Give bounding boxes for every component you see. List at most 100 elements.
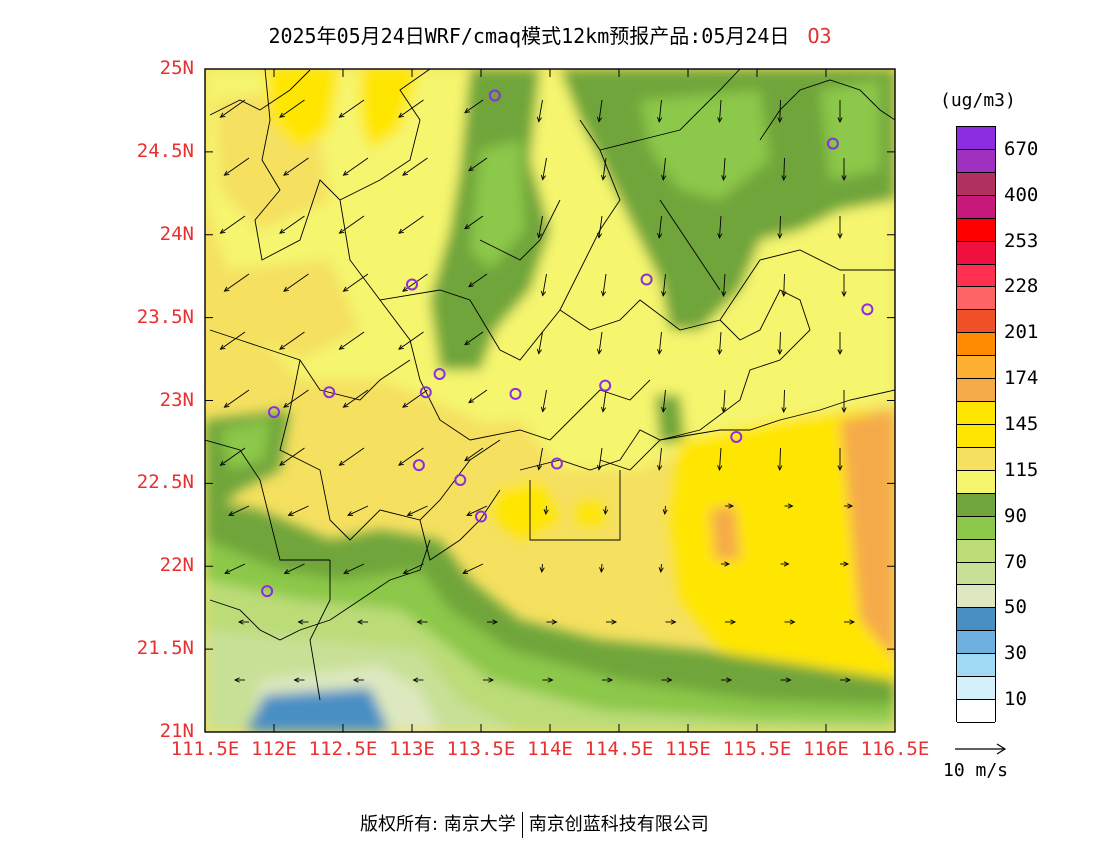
colorbar-label: 10 — [1004, 688, 1027, 711]
station-marker — [261, 585, 274, 598]
wind-arrow — [283, 157, 309, 176]
wind-arrow — [600, 273, 607, 297]
colorbar-segment — [957, 241, 995, 265]
wind-arrow — [725, 503, 735, 509]
lon-tick-label: 116E — [803, 738, 849, 760]
wind-arrow — [657, 331, 663, 355]
station-marker — [433, 367, 446, 380]
station-marker — [323, 386, 336, 399]
o3-concentration-field — [205, 69, 895, 732]
wind-arrow — [398, 99, 424, 118]
colorbar-label: 70 — [1004, 550, 1027, 573]
colorbar-label: 90 — [1004, 504, 1027, 527]
wind-arrow — [661, 389, 667, 413]
wind-arrow — [287, 505, 309, 516]
colorbar-segment — [957, 149, 995, 173]
wind-arrow — [596, 331, 603, 355]
colorbar-label: 670 — [1004, 137, 1039, 160]
wind-arrow — [223, 389, 250, 408]
colorbar-label: 253 — [1004, 229, 1039, 252]
colorbar-label: 400 — [1004, 183, 1039, 206]
wind-arrow — [483, 677, 495, 683]
wind-arrow — [279, 447, 305, 466]
colorbar-segment — [957, 470, 995, 494]
wind-arrow — [717, 99, 723, 123]
colorbar-segment — [957, 218, 995, 242]
wind-arrow — [536, 215, 543, 239]
colorbar-segment — [957, 264, 995, 288]
wind-arrow — [540, 273, 547, 297]
wind-arrow — [781, 157, 787, 182]
station-marker — [826, 137, 839, 150]
lat-tick-label: 23.5N — [136, 305, 194, 328]
wind-arrow — [900, 562, 908, 566]
wind-arrow — [602, 677, 614, 683]
colorbar-label: 145 — [1004, 413, 1039, 435]
lon-tick-label: 112E — [251, 738, 297, 760]
wind-arrow — [837, 332, 843, 356]
wind-arrow — [342, 157, 369, 176]
wind-arrow — [721, 157, 727, 181]
lat-tick-label: 21.5N — [136, 637, 194, 660]
colorbar-unit: (ug/m3) — [940, 90, 1016, 111]
colorbar-segment — [957, 516, 995, 540]
wind-arrow — [466, 505, 488, 516]
wind-arrow — [777, 215, 783, 240]
colorbar-segment — [957, 539, 995, 563]
wind-arrow — [402, 563, 424, 574]
wind-arrow — [402, 273, 428, 292]
wind-arrow — [536, 447, 543, 471]
footer-divider — [521, 812, 523, 838]
wind-arrow — [540, 157, 547, 181]
lon-tick-label: 114.5E — [584, 738, 654, 760]
wind-arrow — [338, 331, 365, 350]
wind-arrow — [540, 389, 547, 413]
colorbar-segment — [957, 654, 995, 678]
wind-arrow — [233, 677, 245, 683]
wind-arrow — [661, 677, 673, 683]
axis-ticks — [204, 68, 896, 733]
lat-tick-label: 22.5N — [136, 471, 194, 494]
wind-arrow — [343, 563, 365, 574]
wind-arrow — [299, 736, 309, 740]
wind-arrow — [840, 677, 852, 683]
wind-arrow — [841, 390, 847, 414]
wind-arrow — [904, 504, 912, 508]
wind-arrow — [356, 619, 368, 625]
wind-arrow — [600, 389, 607, 413]
colorbar-segment — [957, 562, 995, 586]
wind-arrow — [536, 99, 543, 123]
colorbar-segment — [957, 356, 995, 380]
reference-vector-label: 10 m/s — [943, 760, 1009, 781]
station-marker — [419, 386, 432, 399]
wind-arrow — [219, 447, 246, 466]
lat-tick-label: 24.5N — [136, 139, 194, 162]
wind-arrow — [780, 561, 790, 567]
footer-credit: 版权所有: 南京大学 南京创蓝科技有限公司 — [360, 810, 709, 838]
wind-arrow — [717, 447, 723, 471]
wind-arrow — [347, 505, 369, 516]
lat-tick-label: 22N — [159, 554, 194, 577]
wind-arrow — [352, 677, 364, 683]
wind-arrow — [279, 215, 305, 234]
colorbar-segment — [957, 287, 995, 311]
wind-arrow — [898, 216, 902, 238]
wind-arrow — [464, 331, 484, 346]
wind-arrow — [777, 447, 783, 472]
wind-arrow — [402, 389, 428, 408]
wind-arrow — [837, 216, 843, 240]
monitoring-stations — [261, 89, 874, 598]
wind-arrow — [844, 503, 854, 509]
lat-tick-label: 24N — [159, 222, 194, 245]
lon-tick-label: 113.5E — [446, 738, 516, 760]
wind-arrow — [224, 563, 246, 574]
lon-tick-label: 112.5E — [308, 738, 378, 760]
station-marker — [509, 387, 522, 400]
station-marker — [730, 430, 743, 443]
wind-arrow — [223, 157, 250, 176]
station-marker — [861, 303, 874, 316]
colorbar-segment — [957, 493, 995, 517]
wind-arrow — [416, 619, 428, 625]
wind-arrow — [898, 100, 902, 122]
